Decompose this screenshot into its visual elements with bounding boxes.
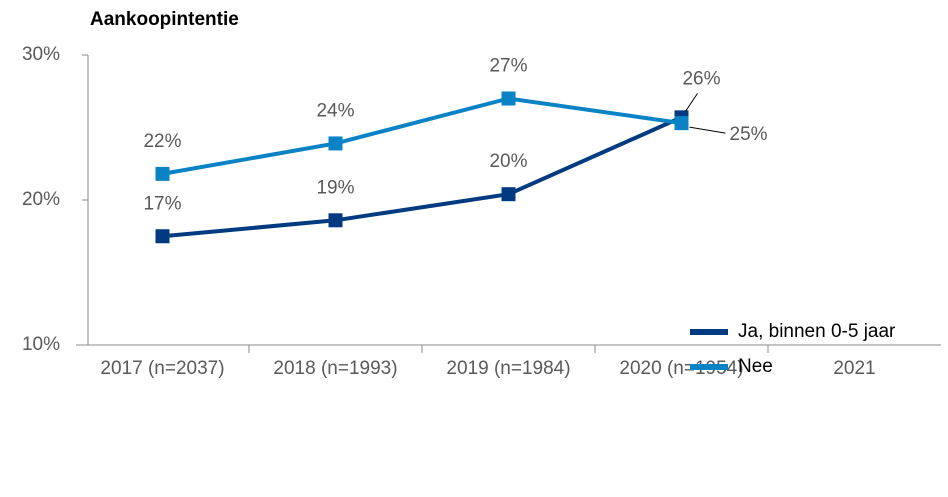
value-label: 17% — [143, 193, 181, 214]
x-tick-label: 2018 (n=1993) — [273, 358, 397, 379]
x-tick-label: 2019 (n=1984) — [446, 358, 570, 379]
point — [328, 213, 343, 228]
y-tick-label: 10% — [22, 334, 60, 355]
legend-label: Ja, binnen 0-5 jaar — [738, 321, 896, 342]
leader — [685, 93, 698, 112]
y-tick-label: 30% — [22, 44, 60, 65]
x-tick-label: 2021 — [833, 358, 875, 379]
legend-label: Nee — [738, 356, 773, 377]
point — [155, 229, 170, 244]
y-tick-label: 20% — [22, 189, 60, 210]
x-tick-label: 2020 (n=1954) — [619, 358, 743, 379]
x-tick-label: 2017 (n=2037) — [100, 358, 224, 379]
value-label: 26% — [682, 68, 720, 89]
point — [674, 116, 689, 131]
value-label: 19% — [316, 177, 354, 198]
point — [155, 166, 170, 181]
series-line — [162, 115, 683, 239]
value-label: 24% — [316, 100, 354, 121]
value-label: 27% — [489, 56, 527, 77]
point — [501, 187, 516, 202]
chart-title: Aankoopintentie — [90, 9, 239, 30]
value-label: 25% — [730, 124, 768, 145]
point — [501, 91, 516, 106]
point — [328, 136, 343, 151]
value-label: 20% — [489, 151, 527, 172]
value-label: 22% — [143, 131, 181, 152]
leader — [689, 126, 726, 134]
series-line — [162, 96, 682, 176]
